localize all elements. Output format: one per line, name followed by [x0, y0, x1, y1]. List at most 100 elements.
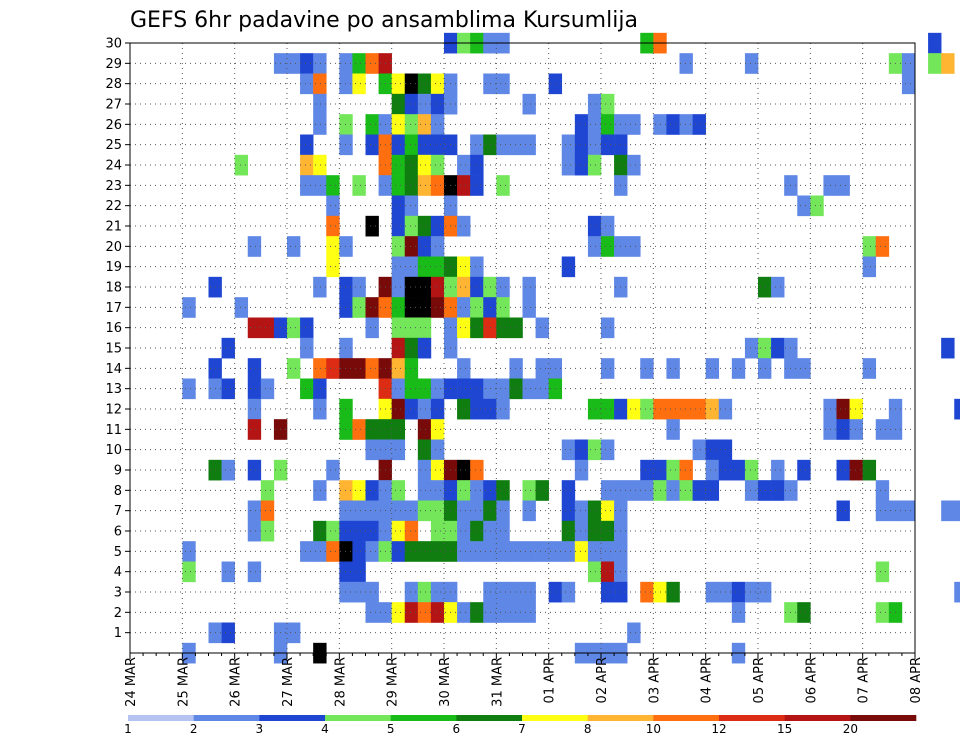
heatmap-cell: [666, 398, 680, 420]
axes: 1234567891011121314151617181920212223242…: [105, 37, 924, 707]
heatmap-cell: [326, 541, 340, 562]
heatmap-cell: [509, 581, 523, 603]
heatmap-cell: [457, 215, 471, 237]
heatmap-cell: [365, 439, 379, 461]
heatmap-cell: [417, 236, 432, 257]
heatmap-cell: [587, 154, 602, 176]
heatmap-cell: [417, 215, 432, 237]
heatmap-cell: [470, 154, 484, 176]
heatmap-cell: [313, 378, 327, 400]
heatmap-cell: [483, 134, 497, 156]
heatmap-cell: [483, 317, 497, 339]
x-tick-label: 05 APR: [752, 657, 767, 703]
heatmap-cell: [391, 398, 406, 420]
heatmap-cell: [365, 297, 379, 318]
x-tick-label: 04 APR: [700, 657, 715, 703]
heatmap-cell: [247, 317, 262, 339]
heatmap-cell: [260, 317, 275, 339]
heatmap-cell: [640, 581, 654, 603]
heatmap-cell: [391, 337, 406, 359]
x-tick-label: 25 MAR: [176, 657, 191, 707]
heatmap-cell: [417, 154, 432, 176]
heatmap-cell: [391, 215, 406, 237]
x-tick-label: 06 APR: [804, 657, 819, 703]
heatmap-cell: [666, 419, 680, 440]
heatmap-cell: [313, 480, 327, 501]
heatmap-cell: [417, 541, 432, 562]
heatmap-cell: [391, 358, 406, 379]
heatmap-cell: [744, 581, 759, 603]
heatmap-cell: [313, 276, 327, 298]
legend-swatch: [325, 715, 391, 721]
legend-label: 4: [321, 722, 329, 736]
heatmap-cell: [339, 134, 353, 156]
y-tick-label: 15: [105, 342, 122, 357]
heatmap-cell: [561, 500, 576, 522]
legend-swatch: [850, 715, 917, 721]
heatmap-cell: [365, 480, 379, 501]
heatmap-cell: [417, 73, 432, 95]
heatmap-cell: [522, 378, 536, 400]
heatmap-cell: [928, 53, 942, 74]
y-tick-label: 20: [105, 240, 122, 255]
x-tick-label: 24 MAR: [124, 657, 139, 707]
heatmap-cell: [430, 541, 445, 562]
heatmap-cell: [300, 378, 314, 400]
heatmap-cell: [928, 32, 942, 54]
y-tick-label: 17: [105, 301, 122, 316]
legend-swatch: [193, 715, 260, 721]
heatmap-cell: [352, 561, 366, 583]
x-tick-label: 29 MAR: [386, 657, 401, 707]
heatmap-cell: [692, 114, 706, 135]
heatmap-cell: [300, 317, 314, 339]
heatmap-cell: [705, 398, 720, 420]
y-tick-label: 8: [114, 484, 122, 499]
heatmap-cell: [587, 500, 602, 522]
heatmap-cell: [287, 236, 301, 257]
heatmap-cell: [313, 520, 327, 542]
heatmap-cell: [457, 480, 471, 501]
heatmap-cell: [470, 602, 484, 623]
legend-swatch: [128, 715, 194, 721]
heatmap-cell: [391, 541, 406, 562]
heatmap-cell: [601, 561, 615, 583]
heatmap-cell: [234, 154, 249, 176]
heatmap-cell: [404, 520, 419, 542]
heatmap-cell: [627, 154, 641, 176]
heatmap-cell: [352, 480, 366, 501]
heatmap-cell: [417, 337, 432, 359]
heatmap-cell: [797, 459, 811, 481]
heatmap-cell: [391, 236, 406, 257]
heatmap-cell: [287, 53, 301, 74]
heatmap-cell: [862, 358, 877, 379]
heatmap-cell: [391, 154, 406, 176]
heatmap-cell: [561, 541, 576, 562]
heatmap-cells: [182, 32, 960, 664]
heatmap-cell: [627, 398, 641, 420]
legend-swatch: [522, 715, 588, 721]
heatmap-cell: [522, 297, 536, 318]
heatmap-cell: [417, 581, 432, 603]
heatmap-cell: [483, 581, 497, 603]
heatmap-cell: [561, 154, 576, 176]
heatmap-cell: [326, 175, 340, 196]
heatmap-cell: [601, 480, 615, 501]
heatmap-cell: [391, 378, 406, 400]
heatmap-cell: [430, 500, 445, 522]
heatmap-cell: [430, 459, 445, 481]
heatmap-cell: [744, 337, 759, 359]
heatmap-cell: [875, 419, 890, 440]
heatmap-cell: [300, 154, 314, 176]
heatmap-cell: [430, 73, 445, 95]
heatmap-cell: [627, 622, 641, 644]
heatmap-cell: [522, 93, 536, 115]
heatmap-cell: [221, 561, 235, 583]
y-tick-label: 29: [105, 57, 122, 72]
heatmap-cell: [875, 500, 890, 522]
heatmap-cell: [875, 561, 890, 583]
heatmap-cell: [601, 317, 615, 339]
heatmap-cell: [404, 236, 419, 257]
heatmap-cell: [496, 378, 510, 400]
y-tick-label: 16: [105, 321, 122, 336]
heatmap-cell: [771, 337, 785, 359]
